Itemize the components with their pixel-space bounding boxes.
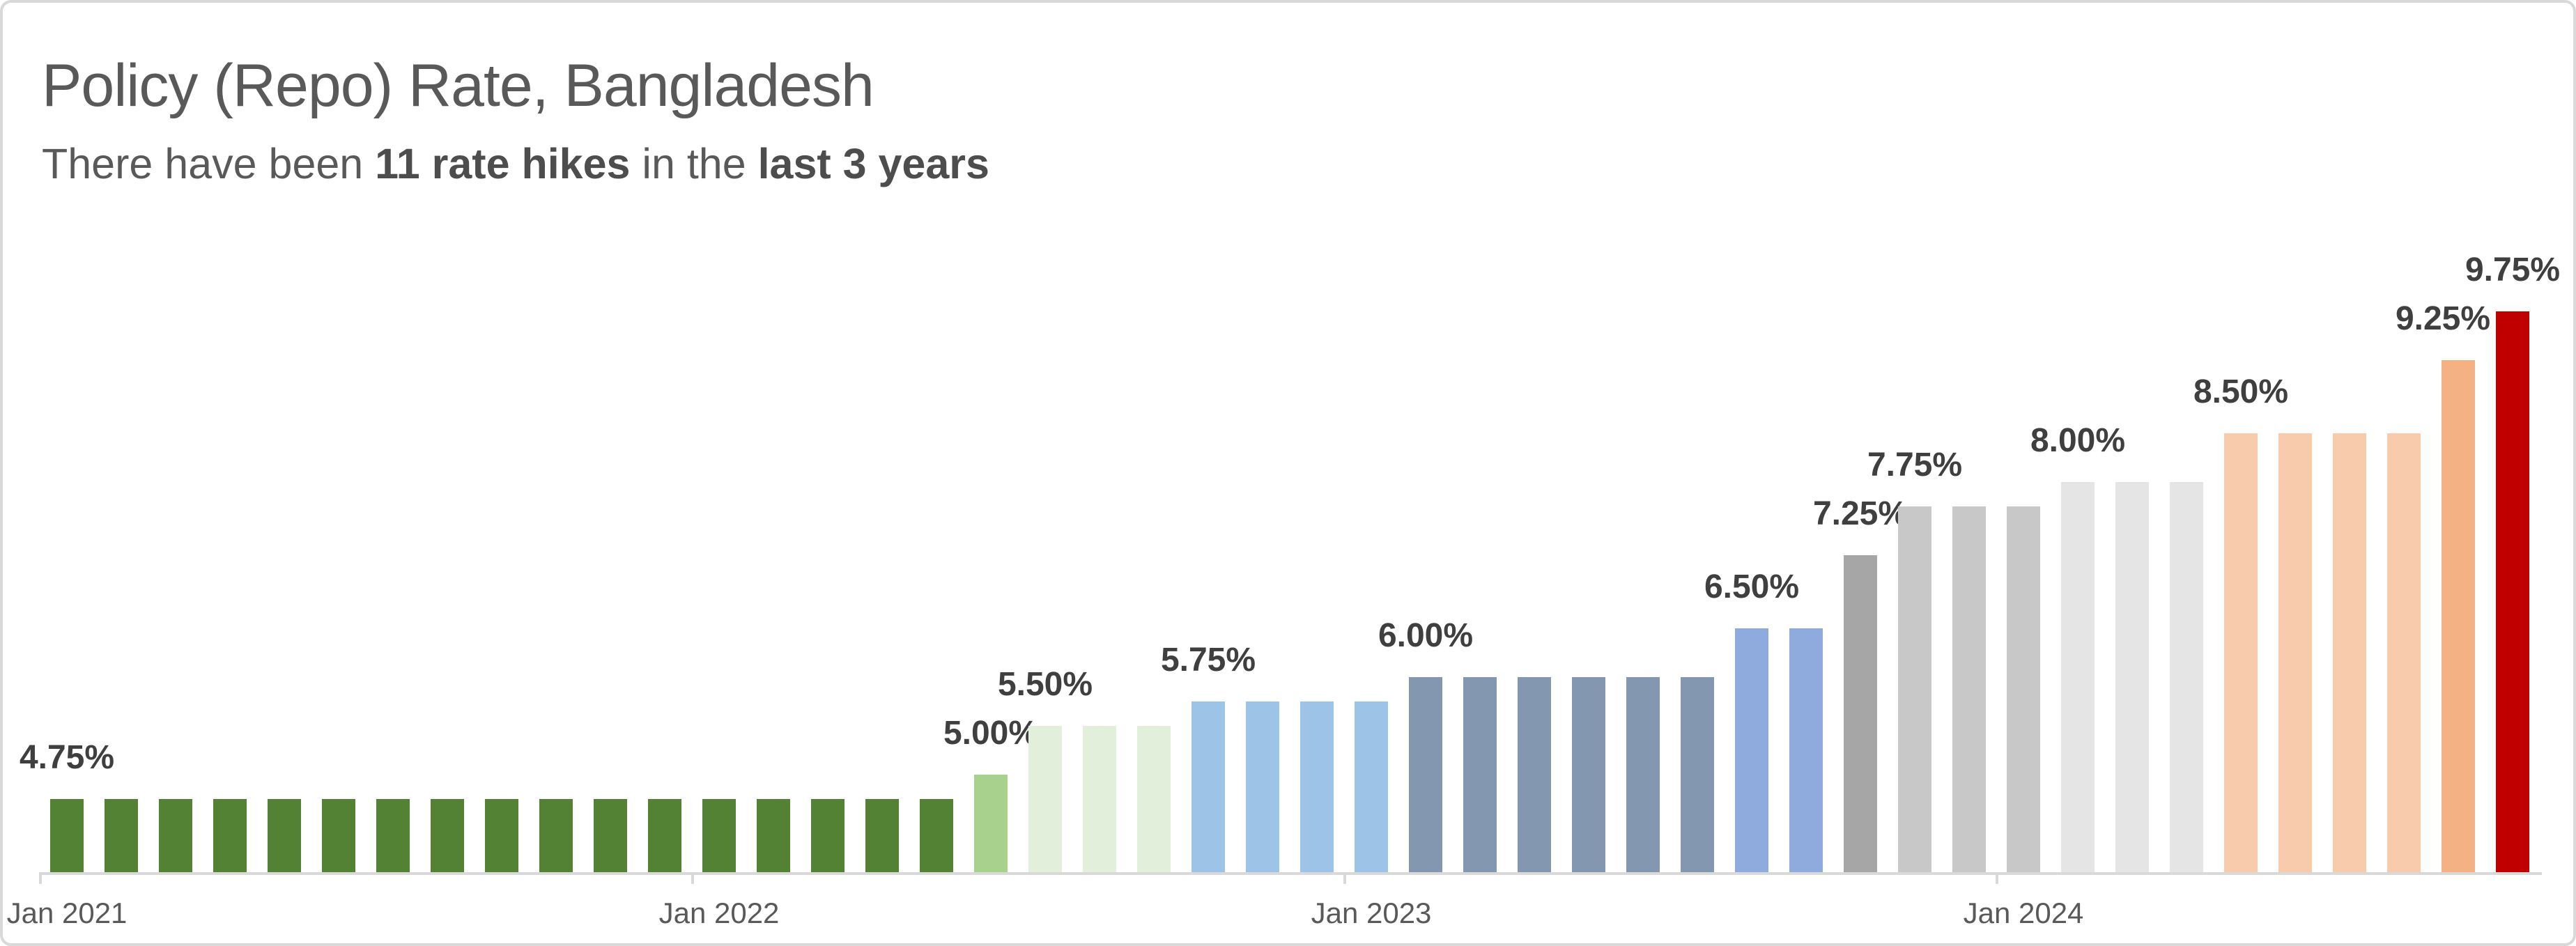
bar-month-40-rate-8.50% bbox=[2224, 433, 2258, 872]
bar-month-15-rate-4.75% bbox=[865, 799, 899, 872]
value-label-5.50%: 5.50% bbox=[997, 666, 1093, 703]
bar-month-5-rate-4.75% bbox=[322, 799, 355, 872]
bar-month-36-rate-7.75% bbox=[2007, 506, 2040, 872]
chart-subtitle: There have been 11 rate hikes in the las… bbox=[42, 139, 989, 188]
bar-month-32-rate-6.50% bbox=[1789, 628, 1823, 872]
subtitle-highlight-years: last 3 years bbox=[757, 140, 989, 187]
bar-month-31-rate-6.50% bbox=[1735, 628, 1768, 872]
bar-month-42-rate-8.50% bbox=[2333, 433, 2366, 872]
value-label-9.25%: 9.25% bbox=[2395, 300, 2491, 337]
chart-title: Policy (Repo) Rate, Bangladesh bbox=[42, 52, 874, 119]
bar-month-16-rate-4.75% bbox=[920, 799, 953, 872]
subtitle-text: in the bbox=[630, 140, 758, 187]
bar-month-37-rate-8.00% bbox=[2061, 482, 2095, 872]
bar-month-21-rate-5.75% bbox=[1191, 701, 1225, 872]
bar-month-18-rate-5.50% bbox=[1028, 726, 1062, 872]
bar-month-0-rate-4.75% bbox=[50, 799, 84, 872]
bar-month-28-rate-6.00% bbox=[1572, 677, 1605, 872]
bar-month-7-rate-4.75% bbox=[431, 799, 464, 872]
bar-month-34-rate-7.75% bbox=[1898, 506, 1931, 872]
bar-month-23-rate-5.75% bbox=[1300, 701, 1334, 872]
bar-month-43-rate-8.50% bbox=[2387, 433, 2421, 872]
bar-month-35-rate-7.75% bbox=[1952, 506, 1986, 872]
bar-month-2-rate-4.75% bbox=[159, 799, 192, 872]
subtitle-highlight-hikes: 11 rate hikes bbox=[375, 140, 631, 187]
x-axis-tick-jan-2023 bbox=[1343, 875, 1346, 884]
bar-month-13-rate-4.75% bbox=[757, 799, 790, 872]
value-label-6.00%: 6.00% bbox=[1378, 617, 1474, 654]
bar-month-29-rate-6.00% bbox=[1626, 677, 1660, 872]
bar-month-6-rate-4.75% bbox=[376, 799, 410, 872]
bar-month-1-rate-4.75% bbox=[105, 799, 138, 872]
value-label-7.75%: 7.75% bbox=[1867, 447, 1963, 483]
subtitle-text: There have been bbox=[42, 140, 376, 187]
value-label-5.75%: 5.75% bbox=[1160, 642, 1256, 679]
x-axis-label-jan-2024: Jan 2024 bbox=[1963, 897, 2084, 929]
bar-month-25-rate-6.00% bbox=[1409, 677, 1442, 872]
value-label-4.75%: 4.75% bbox=[19, 739, 115, 776]
bar-month-22-rate-5.75% bbox=[1246, 701, 1279, 872]
value-label-8.50%: 8.50% bbox=[2193, 373, 2289, 410]
bar-month-41-rate-8.50% bbox=[2278, 433, 2312, 872]
bar-month-30-rate-6.00% bbox=[1681, 677, 1714, 872]
value-label-9.75%: 9.75% bbox=[2465, 251, 2561, 288]
x-axis-label-jan-2022: Jan 2022 bbox=[658, 897, 780, 929]
bar-month-17-rate-5.00% bbox=[974, 775, 1008, 872]
x-axis-line bbox=[39, 872, 2542, 875]
bar-month-9-rate-4.75% bbox=[539, 799, 573, 872]
x-axis-tick-jan-2024 bbox=[1996, 875, 1998, 884]
value-label-7.25%: 7.25% bbox=[1812, 495, 1908, 532]
bar-month-38-rate-8.00% bbox=[2115, 482, 2149, 872]
bar-month-19-rate-5.50% bbox=[1083, 726, 1116, 872]
bar-month-26-rate-6.00% bbox=[1463, 677, 1497, 872]
bar-month-10-rate-4.75% bbox=[594, 799, 627, 872]
x-axis-label-jan-2023: Jan 2023 bbox=[1311, 897, 1432, 929]
bar-month-3-rate-4.75% bbox=[213, 799, 247, 872]
bar-month-11-rate-4.75% bbox=[648, 799, 681, 872]
bar-month-24-rate-5.75% bbox=[1355, 701, 1388, 872]
bar-month-45-rate-9.75% bbox=[2496, 311, 2529, 872]
bar-month-14-rate-4.75% bbox=[811, 799, 844, 872]
value-label-5.00%: 5.00% bbox=[943, 715, 1039, 752]
bar-month-33-rate-7.25% bbox=[1844, 555, 1877, 872]
bar-chart: 4.75% 5.00% 5.50% 5.75% 6.00% 6.50% 7.25% 7.75%… bbox=[3, 3, 2573, 943]
x-axis-label-jan-2021: Jan 2021 bbox=[6, 897, 128, 929]
x-axis-tick-jan-2021 bbox=[39, 875, 42, 884]
bar-month-27-rate-6.00% bbox=[1518, 677, 1551, 872]
bar-month-44-rate-9.25% bbox=[2442, 360, 2475, 872]
bar-month-8-rate-4.75% bbox=[485, 799, 518, 872]
bar-month-4-rate-4.75% bbox=[268, 799, 301, 872]
bar-month-12-rate-4.75% bbox=[702, 799, 736, 872]
x-axis-tick-jan-2022 bbox=[691, 875, 694, 884]
bar-month-20-rate-5.50% bbox=[1137, 726, 1171, 872]
value-label-8.00%: 8.00% bbox=[2030, 422, 2126, 459]
bar-month-39-rate-8.00% bbox=[2170, 482, 2203, 872]
value-label-6.50%: 6.50% bbox=[1704, 568, 1800, 605]
